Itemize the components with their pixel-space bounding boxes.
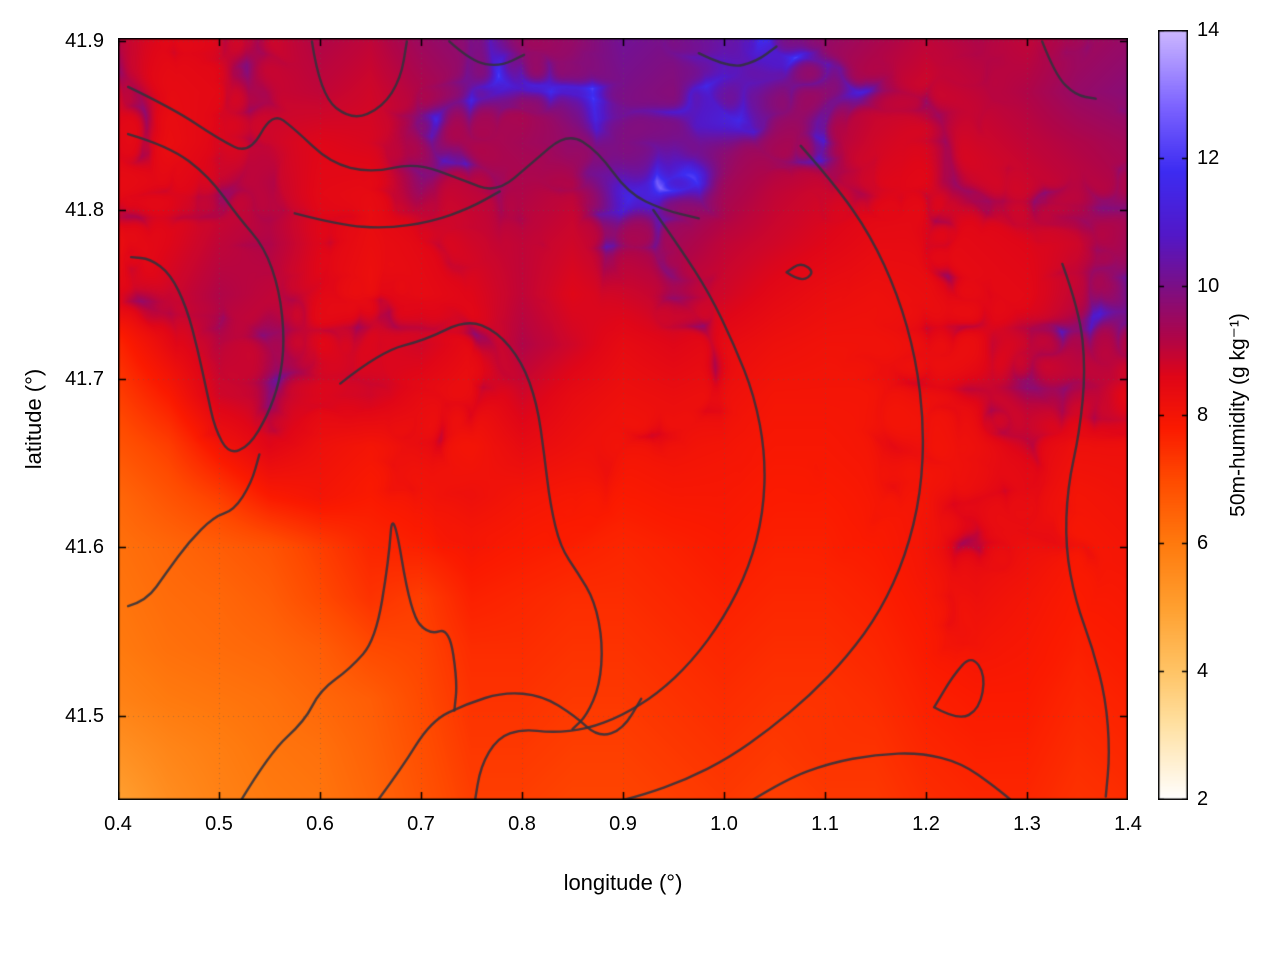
- x-axis-label: longitude (°): [563, 870, 683, 895]
- y-tick-label: 41.8: [65, 198, 104, 221]
- colorbar-tick-label: 2: [1197, 788, 1209, 810]
- colorbar-label: 50m-humidity (g kg⁻¹): [1226, 313, 1250, 517]
- x-tick-label: 1.2: [912, 813, 940, 835]
- colorbar: [1158, 30, 1188, 800]
- y-tick-label: 41.6: [65, 536, 104, 559]
- colorbar-tick-label: 8: [1197, 403, 1209, 426]
- colorbar-tick-label: 14: [1197, 19, 1220, 41]
- colorbar-tick-label: 4: [1197, 659, 1209, 682]
- colorbar-tick-label: 12: [1197, 147, 1220, 170]
- y-tick-label: 41.5: [65, 704, 104, 727]
- x-tick-label: 0.9: [609, 813, 637, 835]
- x-tick-label: 1.1: [811, 813, 839, 835]
- x-tick-label: 0.7: [407, 813, 435, 835]
- y-tick-label: 41.7: [65, 367, 104, 390]
- colorbar-tick-label: 10: [1197, 275, 1220, 298]
- x-tick-label: 1.4: [1114, 813, 1142, 835]
- x-tick-label: 1.0: [710, 813, 738, 835]
- x-tick-label: 1.3: [1013, 813, 1041, 835]
- colorbar-tick-label: 6: [1197, 531, 1209, 554]
- x-tick-label: 0.8: [508, 813, 536, 835]
- x-tick-label: 0.5: [205, 813, 233, 835]
- x-tick-label: 0.4: [104, 813, 132, 835]
- heatmap-plot: [118, 38, 1128, 800]
- y-tick-label: 41.9: [65, 30, 104, 53]
- x-tick-label: 0.6: [306, 813, 334, 835]
